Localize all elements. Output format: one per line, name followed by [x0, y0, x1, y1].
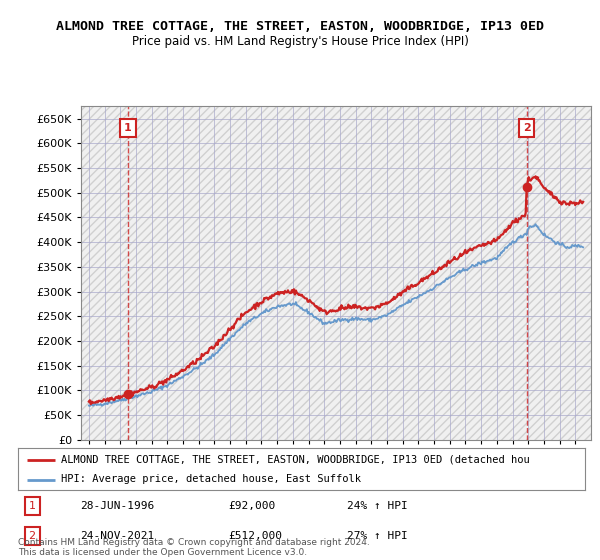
Text: £92,000: £92,000 — [228, 501, 275, 511]
Text: 28-JUN-1996: 28-JUN-1996 — [80, 501, 155, 511]
Text: 2: 2 — [523, 123, 530, 133]
Text: Price paid vs. HM Land Registry's House Price Index (HPI): Price paid vs. HM Land Registry's House … — [131, 35, 469, 49]
Text: Contains HM Land Registry data © Crown copyright and database right 2024.
This d: Contains HM Land Registry data © Crown c… — [18, 538, 370, 557]
Text: 1: 1 — [124, 123, 132, 133]
Text: ALMOND TREE COTTAGE, THE STREET, EASTON, WOODBRIDGE, IP13 0ED (detached hou: ALMOND TREE COTTAGE, THE STREET, EASTON,… — [61, 455, 529, 465]
Text: 27% ↑ HPI: 27% ↑ HPI — [347, 531, 407, 541]
Text: 24% ↑ HPI: 24% ↑ HPI — [347, 501, 407, 511]
Text: 24-NOV-2021: 24-NOV-2021 — [80, 531, 155, 541]
Text: £512,000: £512,000 — [228, 531, 282, 541]
Text: 2: 2 — [29, 531, 36, 541]
Text: ALMOND TREE COTTAGE, THE STREET, EASTON, WOODBRIDGE, IP13 0ED: ALMOND TREE COTTAGE, THE STREET, EASTON,… — [56, 20, 544, 34]
Text: 1: 1 — [29, 501, 35, 511]
Text: HPI: Average price, detached house, East Suffolk: HPI: Average price, detached house, East… — [61, 474, 361, 484]
